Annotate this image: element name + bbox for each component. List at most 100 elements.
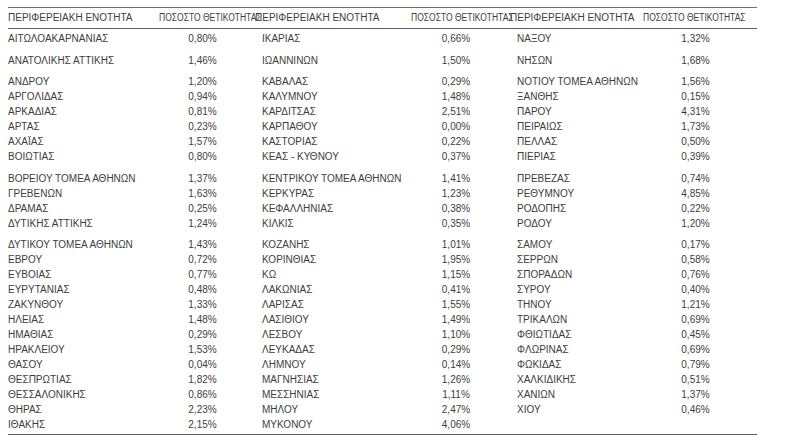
table-row: ΘΕΣΠΡΩΤΙΑΣ1,82%ΜΑΓΝΗΣΙΑΣ1,26%ΧΑΛΚΙΔΙΚΗΣ0… (8, 372, 757, 387)
region-name-cell: ΣΥΡΟΥ (510, 282, 634, 297)
region-name-cell: ΣΠΟΡΑΔΩΝ (510, 267, 634, 282)
table-row: ΘΕΣΣΑΛΟΝΙΚΗΣ0,86%ΜΕΣΣΗΝΙΑΣ1,11%ΧΑΝΙΩΝ1,3… (8, 387, 757, 402)
region-name-cell: ΦΘΙΩΤΙΔΑΣ (510, 327, 634, 342)
region-name-cell: ΘΗΡΑΣ (8, 402, 150, 417)
positivity-value-cell: 1,56% (634, 74, 757, 89)
region-name-cell: ΚΕΦΑΛΛΗΝΙΑΣ (255, 201, 402, 216)
region-name-cell: ΤΡΙΚΑΛΩΝ (510, 312, 634, 327)
table-row: ΔΡΑΜΑΣ0,25%ΚΕΦΑΛΛΗΝΙΑΣ0,38%ΡΟΔΟΠΗΣ0,22% (8, 201, 757, 216)
positivity-value-cell: 0,04% (150, 357, 255, 372)
region-name-cell: ΗΛΕΙΑΣ (8, 312, 150, 327)
positivity-value-cell: 1,53% (150, 342, 255, 357)
positivity-value-cell: 0,29% (402, 74, 510, 89)
table-row: ΒΟΙΩΤΙΑΣ0,80%ΚΕΑΣ - ΚΥΘΝΟΥ0,37%ΠΙΕΡΙΑΣ0,… (8, 149, 757, 164)
positivity-value-cell: 0,48% (150, 282, 255, 297)
table-row: ΔΥΤΙΚΟΥ ΤΟΜΕΑ ΑΘΗΝΩΝ1,43%ΚΟΖΑΝΗΣ1,01%ΣΑΜ… (8, 237, 757, 252)
region-name-cell: ΚΑΡΔΙΤΣΑΣ (255, 104, 402, 119)
positivity-value-cell: 0,40% (634, 282, 757, 297)
positivity-value-cell: 0,76% (634, 267, 757, 282)
positivity-value-cell: 0,94% (150, 89, 255, 104)
positivity-value-cell: 0,86% (150, 387, 255, 402)
positivity-value-cell: 0,81% (150, 104, 255, 119)
positivity-value-cell: 1,46% (150, 53, 255, 68)
positivity-value-cell: 0,23% (150, 119, 255, 134)
region-name-cell: ΠΡΕΒΕΖΑΣ (510, 171, 634, 186)
positivity-value-cell: 1,48% (402, 89, 510, 104)
positivity-value-cell: 1,15% (402, 267, 510, 282)
table-row: ΖΑΚΥΝΘΟΥ1,33%ΛΑΡΙΣΑΣ1,55%ΤΗΝΟΥ1,21% (8, 297, 757, 312)
region-name-cell: ΘΑΣΟΥ (8, 357, 150, 372)
column-header-positivity: ΠΟΣΟΣΤΟ ΘΕΤΙΚΟΤΗΤΑΣ (402, 8, 510, 28)
region-name-cell: ΑΡΓΟΛΙΔΑΣ (8, 89, 150, 104)
region-name-cell: ΣΑΜΟΥ (510, 237, 634, 252)
positivity-value-cell: 0,41% (402, 282, 510, 297)
region-name-cell: ΘΕΣΠΡΩΤΙΑΣ (8, 372, 150, 387)
region-name-cell: ΡΕΘΥΜΝΟΥ (510, 186, 634, 201)
region-name-cell: ΦΩΚΙΔΑΣ (510, 357, 634, 372)
positivity-value-cell: 0,22% (402, 134, 510, 149)
positivity-value-cell: 0,66% (402, 31, 510, 46)
positivity-value-cell: 1,57% (150, 134, 255, 149)
region-name-cell: ΛΑΡΙΣΑΣ (255, 297, 402, 312)
positivity-value-cell: 1,73% (634, 119, 757, 134)
column-header-region: ΠΕΡΙΦΕΡΕΙΑΚΗ ΕΝΟΤΗΤΑ (8, 8, 150, 28)
region-name-cell: ΛΗΜΝΟΥ (255, 357, 402, 372)
region-name-cell: ΚΑΛΥΜΝΟΥ (255, 89, 402, 104)
region-name-cell: ΔΥΤΙΚΗΣ ΑΤΤΙΚΗΣ (8, 216, 150, 231)
region-name-cell: ΜΕΣΣΗΝΙΑΣ (255, 387, 402, 402)
region-name-cell: ΧΑΛΚΙΔΙΚΗΣ (510, 372, 634, 387)
region-name-cell: ΖΑΚΥΝΘΟΥ (8, 297, 150, 312)
positivity-value-cell: 1,48% (150, 312, 255, 327)
positivity-value-cell (634, 417, 757, 432)
region-name-cell: ΝΑΞΟΥ (510, 31, 634, 46)
positivity-value-cell: 1,37% (634, 387, 757, 402)
positivity-value-cell: 1,50% (402, 53, 510, 68)
positivity-value-cell: 0,35% (402, 216, 510, 231)
region-name-cell: ΚΩ (255, 267, 402, 282)
region-name-cell: ΚΑΡΠΑΘΟΥ (255, 119, 402, 134)
region-name-cell: ΡΟΔΟΥ (510, 216, 634, 231)
region-name-cell: ΠΙΕΡΙΑΣ (510, 149, 634, 164)
positivity-value-cell: 0,17% (634, 237, 757, 252)
positivity-value-cell: 1,20% (634, 216, 757, 231)
region-name-cell: ΜΗΛΟΥ (255, 402, 402, 417)
positivity-value-cell: 0,15% (634, 89, 757, 104)
positivity-value-cell: 1,55% (402, 297, 510, 312)
region-name-cell: ΔΥΤΙΚΟΥ ΤΟΜΕΑ ΑΘΗΝΩΝ (8, 237, 150, 252)
region-name-cell: ΚΕΑΣ - ΚΥΘΝΟΥ (255, 149, 402, 164)
positivity-value-cell: 0,38% (402, 201, 510, 216)
column-header-region: ΠΕΡΙΦΕΡΕΙΑΚΗ ΕΝΟΤΗΤΑ (510, 8, 634, 28)
table-row: ΑΧΑΪΑΣ1,57%ΚΑΣΤΟΡΙΑΣ0,22%ΠΕΛΛΑΣ0,50% (8, 134, 757, 149)
positivity-value-cell: 0,72% (150, 252, 255, 267)
positivity-value-cell: 0,45% (634, 327, 757, 342)
table-row: ΗΛΕΙΑΣ1,48%ΛΑΣΙΘΙΟΥ1,49%ΤΡΙΚΑΛΩΝ0,69% (8, 312, 757, 327)
region-name-cell: ΦΛΩΡΙΝΑΣ (510, 342, 634, 357)
positivity-value-cell: 0,22% (634, 201, 757, 216)
table-header-row: ΠΕΡΙΦΕΡΕΙΑΚΗ ΕΝΟΤΗΤΑ ΠΟΣΟΣΤΟ ΘΕΤΙΚΟΤΗΤΑΣ… (8, 8, 757, 29)
region-name-cell: ΚΟΡΙΝΘΙΑΣ (255, 252, 402, 267)
positivity-value-cell: 4,31% (634, 104, 757, 119)
region-name-cell: ΑΙΤΩΛΟΑΚΑΡΝΑΝΙΑΣ (8, 31, 150, 46)
region-name-cell: ΑΝΔΡΟΥ (8, 74, 150, 89)
region-name-cell: ΜΑΓΝΗΣΙΑΣ (255, 372, 402, 387)
table-row: ΒΟΡΕΙΟΥ ΤΟΜΕΑ ΑΘΗΝΩΝ1,37%ΚΕΝΤΡΙΚΟΥ ΤΟΜΕΑ… (8, 171, 757, 186)
positivity-value-cell: 1,41% (402, 171, 510, 186)
positivity-value-cell: 0,39% (634, 149, 757, 164)
table-row: ΑΡΚΑΔΙΑΣ0,81%ΚΑΡΔΙΤΣΑΣ2,51%ΠΑΡΟΥ4,31% (8, 104, 757, 119)
positivity-value-cell: 1,26% (402, 372, 510, 387)
positivity-value-cell: 1,21% (634, 297, 757, 312)
region-name-cell: ΛΑΣΙΘΙΟΥ (255, 312, 402, 327)
table-row: ΑΡΓΟΛΙΔΑΣ0,94%ΚΑΛΥΜΝΟΥ1,48%ΞΑΝΘΗΣ0,15% (8, 89, 757, 104)
positivity-value-cell: 1,43% (150, 237, 255, 252)
region-name-cell: ΗΡΑΚΛΕΙΟΥ (8, 342, 150, 357)
region-name-cell: ΙΩΑΝΝΙΝΩΝ (255, 53, 402, 68)
region-name-cell: ΝΗΣΩΝ (510, 53, 634, 68)
column-header-positivity: ΠΟΣΟΣΤΟ ΘΕΤΙΚΟΤΗΤΑΣ (634, 8, 757, 28)
positivity-value-cell: 1,11% (402, 387, 510, 402)
positivity-value-cell: 1,37% (150, 171, 255, 186)
table-row: ΔΥΤΙΚΗΣ ΑΤΤΙΚΗΣ1,24%ΚΙΛΚΙΣ0,35%ΡΟΔΟΥ1,20… (8, 216, 757, 231)
region-name-cell: ΧΑΝΙΩΝ (510, 387, 634, 402)
region-name-cell: ΝΟΤΙΟΥ ΤΟΜΕΑ ΑΘΗΝΩΝ (510, 74, 634, 89)
column-header-positivity-label: ΠΟΣΟΣΤΟ ΘΕΤΙΚΟΤΗΤΑΣ (159, 8, 262, 28)
region-name-cell: ΚΟΖΑΝΗΣ (255, 237, 402, 252)
